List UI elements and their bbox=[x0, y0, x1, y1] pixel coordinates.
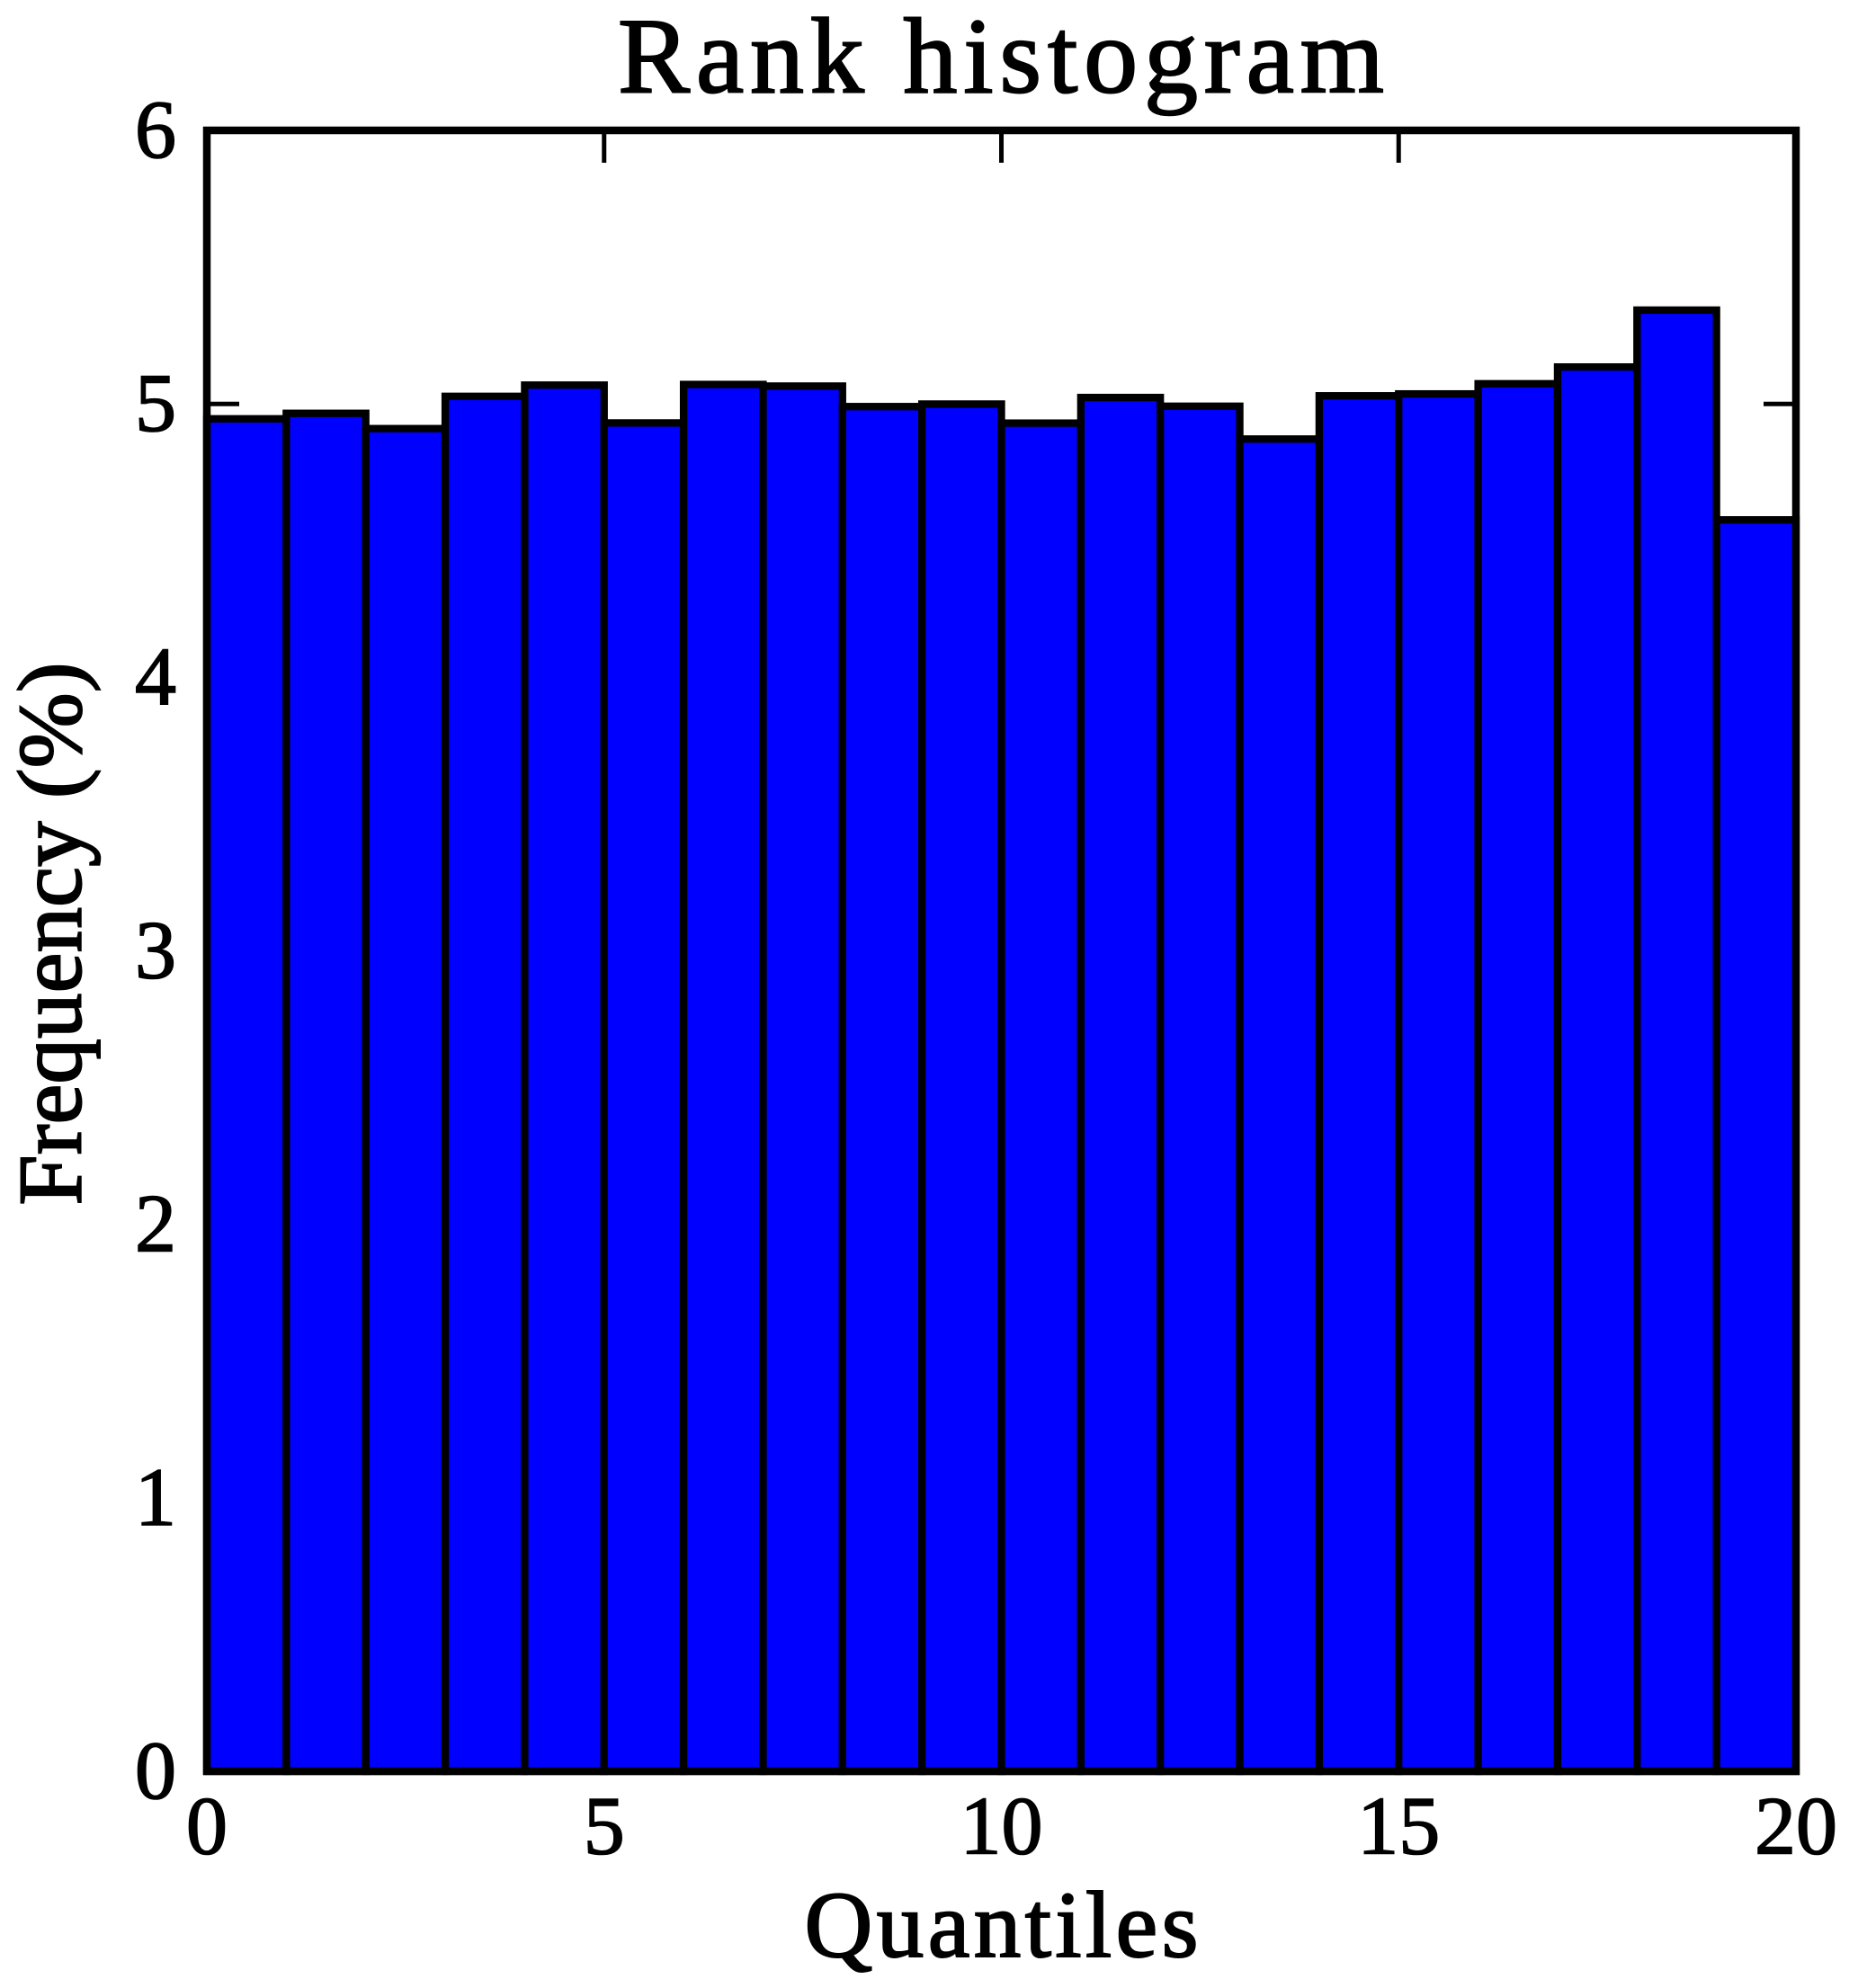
svg-text:20: 20 bbox=[1755, 1780, 1837, 1872]
svg-text:10: 10 bbox=[960, 1780, 1043, 1872]
svg-text:0: 0 bbox=[135, 1725, 176, 1816]
svg-text:4: 4 bbox=[135, 630, 176, 722]
svg-text:0: 0 bbox=[186, 1780, 228, 1872]
svg-text:Quantiles: Quantiles bbox=[805, 1872, 1199, 1977]
svg-text:3: 3 bbox=[135, 905, 176, 996]
svg-text:5: 5 bbox=[584, 1780, 625, 1872]
svg-text:Rank histogram: Rank histogram bbox=[618, 0, 1384, 115]
svg-text:2: 2 bbox=[135, 1178, 176, 1270]
svg-text:15: 15 bbox=[1357, 1780, 1440, 1872]
svg-text:5: 5 bbox=[135, 357, 176, 449]
svg-text:Frequency (%): Frequency (%) bbox=[0, 663, 101, 1206]
svg-text:1: 1 bbox=[135, 1451, 176, 1543]
svg-text:6: 6 bbox=[135, 84, 176, 175]
